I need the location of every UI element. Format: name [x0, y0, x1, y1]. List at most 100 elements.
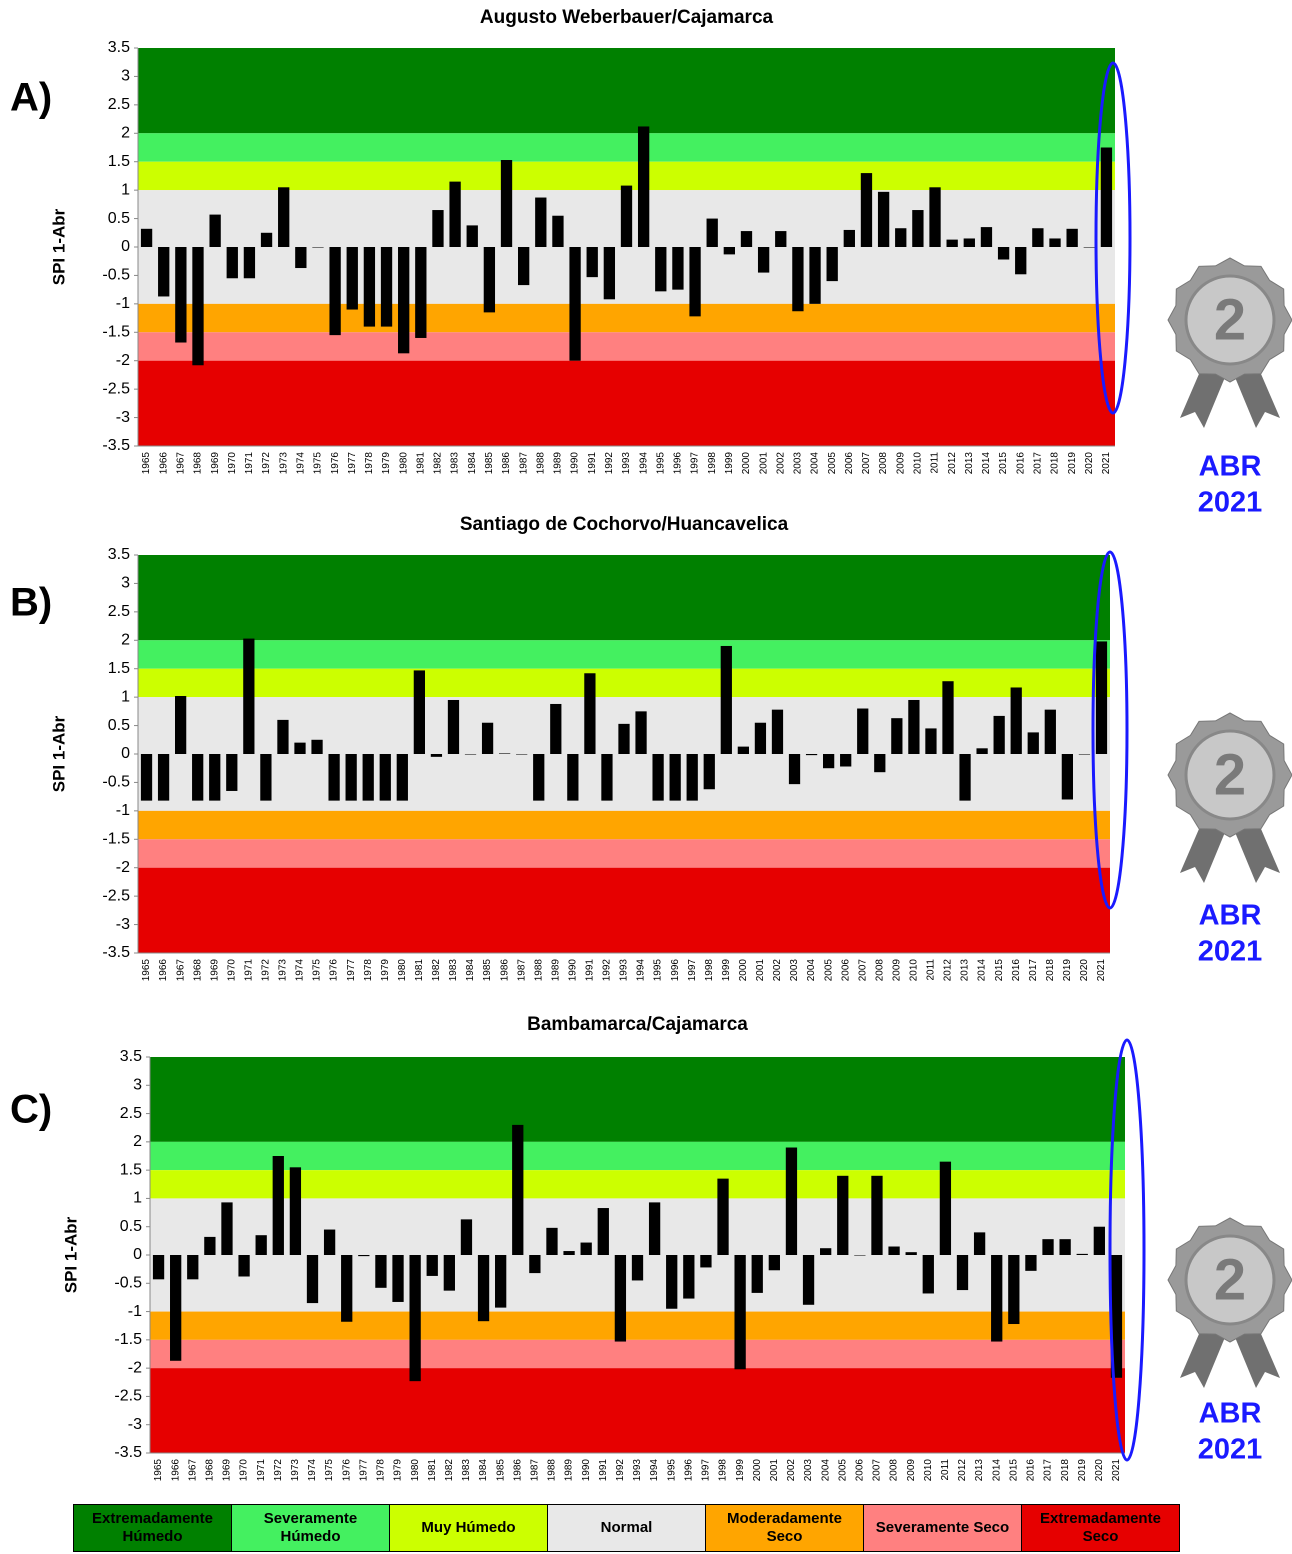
category-band	[150, 1141, 1125, 1171]
medal-face	[1184, 729, 1276, 821]
bar	[895, 228, 907, 247]
panel-label: B)	[10, 581, 52, 625]
x-tick-label: 1983	[448, 959, 459, 982]
x-tick-label: 1972	[273, 1459, 284, 1482]
bar	[703, 754, 715, 790]
ribbon	[1180, 815, 1228, 883]
bar	[717, 1178, 729, 1255]
x-tick-label: 1970	[226, 959, 237, 982]
medal-icon: 2	[1167, 1217, 1292, 1388]
bar	[683, 1255, 695, 1299]
x-tick-label: 1975	[312, 959, 323, 982]
x-tick-label: 1982	[433, 452, 444, 475]
medal-icon: 2	[1167, 712, 1292, 883]
bar	[1110, 1255, 1123, 1378]
x-tick-label: 1971	[256, 1459, 267, 1482]
x-tick-label: 1966	[170, 1459, 181, 1482]
x-tick-label: 1966	[158, 452, 169, 475]
bar	[837, 1175, 849, 1255]
y-tick-label: -1.5	[114, 1331, 142, 1348]
x-tick-label: 1978	[376, 1459, 387, 1482]
x-tick-label: 1990	[567, 959, 578, 982]
bar	[140, 754, 153, 801]
bar	[362, 754, 374, 801]
bar	[614, 1255, 627, 1342]
y-tick-label: -3.5	[102, 437, 130, 454]
x-tick-label: 1968	[193, 452, 204, 475]
bar	[306, 1255, 319, 1304]
x-tick-label: 1982	[444, 1459, 455, 1482]
highlight-ellipse	[1091, 550, 1129, 910]
x-tick-label: 1973	[278, 959, 289, 982]
bar	[379, 754, 391, 801]
x-tick-label: 2019	[1077, 1459, 1088, 1482]
bar	[672, 247, 684, 290]
y-tick-label: -0.5	[102, 774, 130, 791]
bar	[277, 719, 289, 754]
x-tick-label: 1995	[653, 959, 664, 982]
bar	[751, 1255, 763, 1293]
x-tick-label: 2020	[1094, 1459, 1105, 1482]
category-band	[138, 133, 1115, 162]
bar	[175, 247, 187, 343]
x-tick-label: 1967	[187, 1459, 198, 1482]
y-tick-label: 2	[121, 125, 130, 142]
bar	[500, 160, 513, 247]
x-tick-label: 2009	[895, 452, 906, 475]
bar	[689, 247, 701, 317]
x-tick-label: 1999	[721, 959, 732, 982]
bar	[959, 754, 971, 801]
y-tick-label: -2.5	[102, 380, 130, 397]
x-tick-label: 1992	[604, 452, 615, 475]
x-tick-label: 2019	[1062, 959, 1073, 982]
bar	[912, 210, 924, 247]
x-tick-label: 1992	[615, 1459, 626, 1482]
bar	[586, 247, 598, 278]
y-tick-label: 1.5	[108, 153, 130, 170]
chart-title: Santiago de Cochorvo/Huancavelica	[460, 514, 789, 535]
x-tick-label: 2020	[1084, 452, 1095, 475]
y-tick-label: 0.5	[120, 1218, 142, 1235]
y-tick-label: -1	[116, 802, 130, 819]
category-band	[138, 867, 1110, 953]
x-tick-label: 1989	[564, 1459, 575, 1482]
y-tick-label: 3.5	[108, 546, 130, 563]
bar	[771, 709, 784, 754]
x-tick-label: 2002	[775, 452, 786, 475]
x-tick-label: 1987	[516, 959, 527, 982]
x-tick-label: 1983	[461, 1459, 472, 1482]
x-tick-label: 1980	[397, 959, 408, 982]
bar	[209, 214, 221, 247]
x-tick-label: 2010	[923, 1459, 934, 1482]
bar	[929, 187, 941, 247]
bar	[963, 238, 975, 247]
x-tick-label: 2010	[913, 452, 924, 475]
bar	[226, 247, 238, 279]
bar	[997, 247, 1010, 260]
x-tick-label: 1998	[704, 959, 715, 982]
category-band	[138, 161, 1115, 191]
x-tick-label: 1965	[141, 452, 152, 475]
bar	[363, 247, 376, 327]
x-tick-label: 1995	[655, 452, 666, 475]
x-tick-label: 1983	[450, 452, 461, 475]
bar	[877, 191, 890, 247]
y-tick-label: 3	[121, 68, 130, 85]
x-tick-label: 2001	[769, 1459, 780, 1482]
x-tick-label: 1968	[205, 1459, 216, 1482]
ribbon	[1232, 1320, 1280, 1388]
bar	[415, 247, 427, 338]
bar	[272, 1156, 284, 1255]
bar	[398, 247, 410, 354]
x-tick-label: 2005	[827, 452, 838, 475]
bar	[993, 715, 1005, 754]
badge-text: ABR	[1199, 451, 1262, 483]
category-band	[150, 1057, 1125, 1142]
x-tick-label: 2004	[810, 452, 821, 475]
x-tick-label: 2008	[874, 959, 885, 982]
bar	[1042, 1239, 1054, 1255]
x-tick-label: 1967	[175, 452, 186, 475]
bar	[820, 1248, 832, 1255]
bar	[430, 754, 443, 757]
bar	[908, 699, 920, 754]
